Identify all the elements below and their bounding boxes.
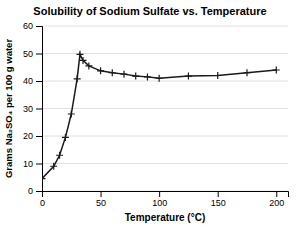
marker — [62, 134, 69, 141]
marker — [214, 72, 221, 79]
marker — [85, 62, 92, 69]
marker — [42, 175, 46, 182]
x-axis-line — [43, 192, 289, 198]
grid — [42, 26, 288, 191]
marker — [76, 51, 83, 58]
y-axis-title: Grams Na₂SO₄ per 100 g water — [3, 39, 14, 178]
grid-line — [42, 108, 288, 109]
tick-label: 10 — [23, 159, 33, 169]
marker — [244, 69, 251, 76]
tick-mark — [159, 191, 160, 197]
tick-label: 20 — [23, 131, 33, 141]
y-tick: 20 — [23, 131, 42, 141]
marker — [185, 73, 192, 80]
marker — [97, 67, 104, 74]
x-tick: 150 — [211, 191, 226, 208]
y-tick: 10 — [23, 159, 42, 169]
marker — [74, 75, 81, 82]
x-tick: 100 — [152, 191, 167, 208]
tick-label: 60 — [23, 21, 33, 31]
marker — [273, 67, 280, 74]
grid-line — [42, 163, 288, 164]
y-tick: 60 — [23, 21, 42, 31]
tick-mark — [36, 191, 42, 192]
marker — [121, 71, 128, 78]
y-tick: 40 — [23, 76, 42, 86]
marker — [68, 111, 75, 118]
marker — [50, 163, 57, 170]
tick-mark — [276, 191, 277, 197]
tick-mark — [101, 191, 102, 197]
marker — [80, 57, 87, 64]
grid-line — [42, 136, 288, 137]
tick-mark — [218, 191, 219, 197]
tick-label: 30 — [23, 104, 33, 114]
y-tick: 30 — [23, 104, 42, 114]
tick-label: 50 — [23, 49, 33, 59]
tick-mark — [36, 81, 42, 82]
line — [42, 54, 276, 178]
tick-label: 100 — [152, 198, 167, 208]
marker — [144, 73, 151, 80]
x-tick: 0 — [40, 191, 45, 208]
x-axis-title: Temperature (°C) — [125, 212, 206, 223]
tick-mark — [36, 26, 42, 27]
y-axis: 0 10 20 30 40 50 60 — [23, 21, 43, 196]
tick-label: 40 — [23, 76, 33, 86]
title: Solubility of Sodium Sulfate vs. Tempera… — [33, 5, 266, 17]
x-tick: 200 — [269, 191, 284, 208]
tick-label: 0 — [40, 198, 45, 208]
plot-area — [42, 51, 280, 182]
y-tick: 50 — [23, 49, 42, 59]
chart: 0 50 100 150 200 0 10 20 30 40 50 60Solubility of S… — [0, 0, 300, 227]
tick-label: 200 — [269, 198, 284, 208]
tick-mark — [36, 164, 42, 165]
marker — [109, 69, 116, 76]
tick-mark — [36, 136, 42, 137]
marker — [56, 152, 63, 159]
marker — [156, 75, 163, 82]
x-tick: 50 — [96, 191, 106, 208]
tick-label: 150 — [211, 198, 226, 208]
x-axis: 0 50 100 150 200 — [40, 191, 289, 208]
grid-line — [42, 81, 288, 82]
tick-label: 50 — [96, 198, 106, 208]
y-axis-line — [36, 27, 43, 192]
grid-line — [42, 26, 288, 27]
tick-label: 0 — [28, 186, 33, 196]
y-tick: 0 — [28, 186, 42, 196]
tick-mark — [36, 109, 42, 110]
tick-mark — [36, 54, 42, 55]
marker — [132, 73, 139, 80]
